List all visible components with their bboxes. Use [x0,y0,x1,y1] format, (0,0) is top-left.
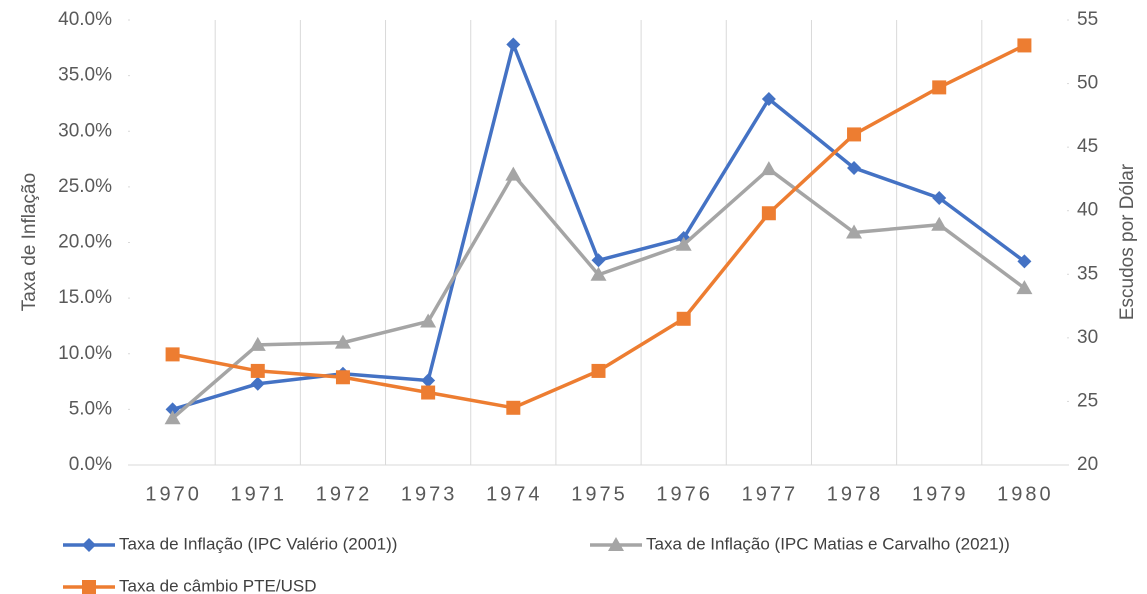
data-point [165,402,180,417]
data-point [847,160,862,175]
data-point [335,370,350,385]
y2-tick-label: 40 [1077,200,1098,221]
x-tick-label: 1974 [486,483,543,505]
y-tick-label: 15.0% [58,287,112,308]
y2-tick-label: 25 [1077,390,1098,411]
data-point [591,253,606,268]
legend-label: Taxa de Inflação (IPC Matias e Carvalho … [646,534,1010,553]
data-point [505,166,522,181]
x-tick-label: 1970 [145,483,202,505]
data-point [421,385,436,400]
x-tick-label: 1972 [316,483,373,505]
data-point [590,266,607,281]
y-tick-label: 25.0% [58,176,112,197]
legend-marker [608,537,624,551]
x-tick-label: 1980 [997,483,1054,505]
data-point [676,311,691,326]
x-tick-label: 1979 [912,483,969,505]
y-tick-label: 35.0% [58,65,112,86]
y-axis-label: Taxa de Inflação [19,173,40,311]
x-tick-label: 1976 [656,483,713,505]
legend-marker [82,538,96,552]
data-point [846,224,863,239]
x-tick-label: 1978 [827,483,884,505]
data-point [506,37,521,52]
data-point [761,91,776,106]
y-tick-label: 5.0% [69,398,112,419]
data-point [249,336,266,351]
x-tick-label: 1971 [231,483,288,505]
legend-marker [82,580,96,594]
data-point [847,127,862,142]
data-point [932,191,947,205]
data-point [250,363,265,378]
y-tick-label: 30.0% [58,120,112,141]
y2-tick-label: 30 [1077,327,1098,348]
y-tick-label: 40.0% [58,9,112,30]
legend-label: Taxa de Inflação (IPC Valério (2001)) [119,534,397,553]
data-point [1016,280,1033,295]
data-point [334,334,351,349]
data-point [1017,254,1032,269]
x-tick-label: 1973 [401,483,458,505]
y2-tick-label: 55 [1077,9,1098,30]
data-point [931,216,948,231]
data-point [1017,38,1032,53]
data-point [760,161,777,176]
y2-tick-label: 20 [1077,454,1098,475]
data-point [164,410,181,425]
data-point [675,236,692,251]
data-point [165,347,180,362]
data-point [506,400,521,415]
data-point [761,206,776,221]
legend-label: Taxa de câmbio PTE/USD [119,576,316,594]
y2-tick-label: 45 [1077,136,1098,157]
data-point [421,373,436,388]
y2-tick-label: 50 [1077,73,1098,94]
data-point [250,376,265,391]
data-point [932,80,947,95]
x-tick-label: 1975 [571,483,628,505]
y-tick-label: 0.0% [69,454,112,475]
data-point [420,313,437,328]
y2-axis-label: Escudos por Dólar [1117,163,1138,320]
x-tick-label: 1977 [742,483,799,505]
y2-tick-label: 35 [1077,263,1098,284]
data-point [591,363,606,378]
y-tick-label: 20.0% [58,232,112,253]
y-tick-label: 10.0% [58,343,112,364]
